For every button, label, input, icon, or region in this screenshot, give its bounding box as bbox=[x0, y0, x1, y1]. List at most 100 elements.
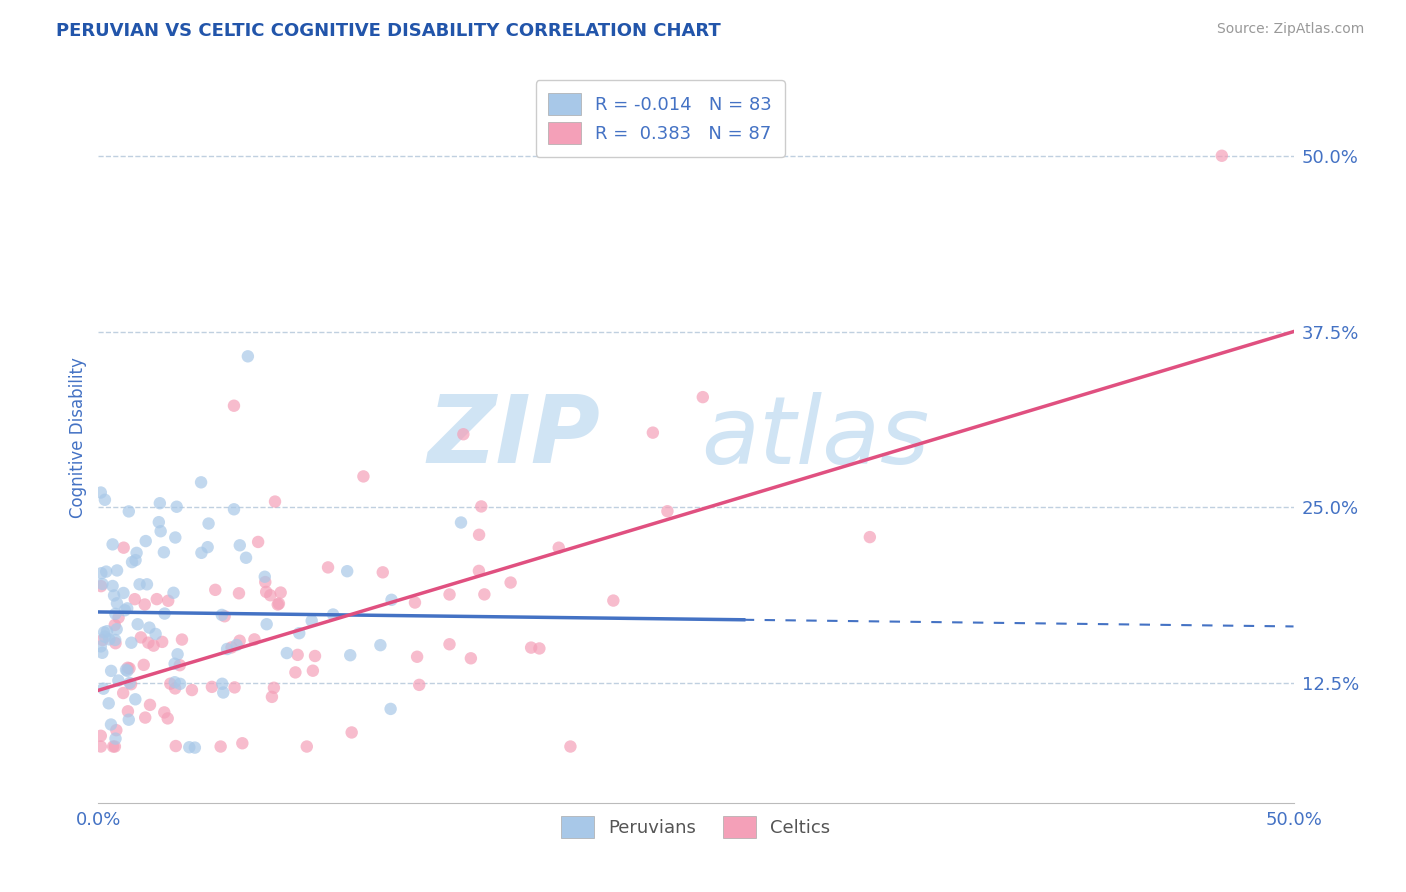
Point bbox=[145, 627, 167, 641]
Point bbox=[641, 425, 664, 440]
Point bbox=[104, 618, 127, 632]
Point bbox=[112, 586, 135, 600]
Point bbox=[94, 630, 117, 644]
Point bbox=[253, 570, 276, 584]
Point bbox=[264, 494, 287, 508]
Point bbox=[128, 577, 150, 591]
Point bbox=[301, 614, 323, 628]
Point bbox=[124, 553, 146, 567]
Point bbox=[93, 625, 115, 640]
Point bbox=[162, 586, 184, 600]
Point bbox=[470, 500, 492, 514]
Point bbox=[90, 640, 112, 654]
Point bbox=[103, 589, 125, 603]
Point bbox=[204, 582, 226, 597]
Point bbox=[340, 725, 363, 739]
Point bbox=[169, 677, 191, 691]
Point bbox=[260, 690, 283, 704]
Point bbox=[90, 566, 112, 581]
Point bbox=[166, 500, 188, 514]
Point bbox=[460, 651, 482, 665]
Point bbox=[211, 677, 233, 691]
Point bbox=[184, 740, 207, 755]
Point bbox=[316, 560, 339, 574]
Point bbox=[112, 686, 135, 700]
Point bbox=[157, 594, 180, 608]
Point bbox=[304, 648, 326, 663]
Point bbox=[148, 515, 170, 529]
Point bbox=[138, 621, 160, 635]
Point bbox=[98, 632, 121, 647]
Point bbox=[520, 640, 543, 655]
Point bbox=[105, 563, 128, 577]
Point bbox=[222, 399, 245, 413]
Point bbox=[112, 541, 135, 555]
Point bbox=[118, 713, 141, 727]
Point bbox=[197, 516, 219, 531]
Point bbox=[142, 639, 165, 653]
Text: ZIP: ZIP bbox=[427, 391, 600, 483]
Point bbox=[222, 502, 245, 516]
Point bbox=[288, 626, 311, 640]
Point bbox=[256, 617, 278, 632]
Point bbox=[117, 704, 139, 718]
Point bbox=[135, 534, 157, 549]
Point bbox=[165, 681, 187, 696]
Point bbox=[129, 631, 152, 645]
Point bbox=[120, 677, 142, 691]
Point bbox=[247, 535, 270, 549]
Point bbox=[214, 609, 236, 624]
Point bbox=[100, 717, 122, 731]
Point bbox=[197, 540, 219, 554]
Point bbox=[91, 632, 114, 647]
Point bbox=[146, 592, 169, 607]
Point bbox=[224, 681, 246, 695]
Point bbox=[90, 485, 112, 500]
Point bbox=[163, 657, 186, 671]
Point bbox=[404, 595, 426, 609]
Point bbox=[101, 739, 124, 754]
Point bbox=[284, 665, 307, 680]
Point bbox=[163, 675, 186, 690]
Point bbox=[267, 598, 290, 612]
Point bbox=[243, 632, 266, 647]
Text: Source: ZipAtlas.com: Source: ZipAtlas.com bbox=[1216, 22, 1364, 37]
Point bbox=[228, 633, 250, 648]
Point bbox=[602, 593, 624, 607]
Point bbox=[107, 673, 129, 688]
Point bbox=[117, 661, 139, 675]
Point bbox=[90, 729, 112, 743]
Point bbox=[136, 577, 159, 591]
Point bbox=[439, 587, 461, 601]
Point bbox=[105, 596, 128, 610]
Point bbox=[859, 530, 882, 544]
Point bbox=[96, 565, 118, 579]
Point bbox=[217, 642, 239, 657]
Point bbox=[156, 711, 179, 725]
Point bbox=[104, 739, 127, 754]
Point bbox=[149, 524, 172, 539]
Point bbox=[380, 592, 402, 607]
Point bbox=[236, 349, 259, 363]
Point bbox=[94, 492, 117, 507]
Point bbox=[408, 678, 430, 692]
Point bbox=[190, 546, 212, 560]
Point bbox=[104, 636, 127, 650]
Text: PERUVIAN VS CELTIC COGNITIVE DISABILITY CORRELATION CHART: PERUVIAN VS CELTIC COGNITIVE DISABILITY … bbox=[56, 22, 721, 40]
Point bbox=[547, 541, 569, 555]
Point bbox=[93, 681, 115, 696]
Point bbox=[170, 632, 193, 647]
Point bbox=[259, 588, 281, 602]
Point bbox=[270, 585, 292, 599]
Point bbox=[254, 585, 277, 599]
Point bbox=[371, 566, 394, 580]
Point bbox=[150, 635, 173, 649]
Point bbox=[118, 504, 141, 518]
Point bbox=[529, 641, 551, 656]
Point bbox=[118, 661, 141, 675]
Point bbox=[211, 607, 233, 622]
Point bbox=[97, 696, 120, 710]
Point bbox=[114, 603, 136, 617]
Point bbox=[104, 632, 127, 647]
Point bbox=[499, 575, 522, 590]
